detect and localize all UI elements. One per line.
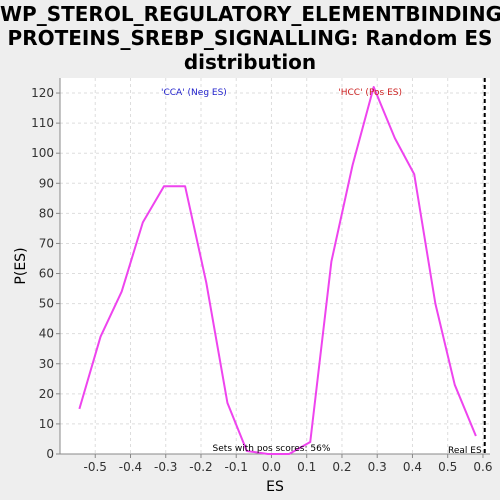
series-layer xyxy=(78,78,486,455)
x-tick-label: -0.3 xyxy=(154,460,177,474)
x-tick-label: 0.1 xyxy=(297,460,316,474)
plot-area xyxy=(60,78,490,454)
chart-title-line-1: WP_STEROL_REGULATORY_ELEMENTBINDING_ xyxy=(0,2,500,26)
y-tick-label: 50 xyxy=(39,297,54,311)
y-tick-label: 70 xyxy=(39,236,54,250)
y-tick-label: 30 xyxy=(39,357,54,371)
chart-title-line-3: distribution xyxy=(183,50,317,74)
x-tick-label: -0.4 xyxy=(119,460,142,474)
x-tick-label: -0.2 xyxy=(189,460,212,474)
y-tick-label: 60 xyxy=(39,267,54,281)
x-tick-label: 0.0 xyxy=(262,460,281,474)
chart-title-line-2: PROTEINS_SREBP_SIGNALLING: Random ES xyxy=(7,26,493,50)
x-tick-label: -0.5 xyxy=(84,460,107,474)
y-tick-label: 100 xyxy=(31,146,54,160)
y-tick-label: 90 xyxy=(39,176,54,190)
real-es-label: Real ES xyxy=(448,446,482,456)
x-tick-label: 0.3 xyxy=(368,460,387,474)
y-tick-label: 120 xyxy=(31,86,54,100)
x-tick-label: 0.5 xyxy=(438,460,457,474)
x-tick-label: 0.6 xyxy=(473,460,492,474)
axes: -0.5 -0.4 -0.3 -0.2 -0.1 0.0 0.1 0.2 0.3 0.4 0.5 0.… xyxy=(31,78,492,474)
y-tick-label: 110 xyxy=(31,116,54,130)
neg-es-label: 'CCA' (Neg ES) xyxy=(161,88,227,98)
x-tick-label: -0.1 xyxy=(225,460,248,474)
y-tick-label: 20 xyxy=(39,387,54,401)
grid-lines xyxy=(60,78,490,455)
x-tick-label: 0.2 xyxy=(332,460,351,474)
es-distribution-line xyxy=(78,86,477,455)
pos-scores-label: Sets with pos scores: 56% xyxy=(213,444,331,454)
y-tick-label: 40 xyxy=(39,327,54,341)
y-axis-label: P(ES) xyxy=(13,247,29,284)
chart-title: WP_STEROL_REGULATORY_ELEMENTBINDING_ PRO… xyxy=(0,2,500,74)
pos-es-label: 'HCC' (Pos ES) xyxy=(338,88,402,98)
y-tick-label: 10 xyxy=(39,417,54,431)
x-tick-label: 0.4 xyxy=(403,460,422,474)
y-tick-label: 0 xyxy=(46,447,54,461)
y-tick-label: 80 xyxy=(39,206,54,220)
x-axis-label: ES xyxy=(266,479,284,495)
